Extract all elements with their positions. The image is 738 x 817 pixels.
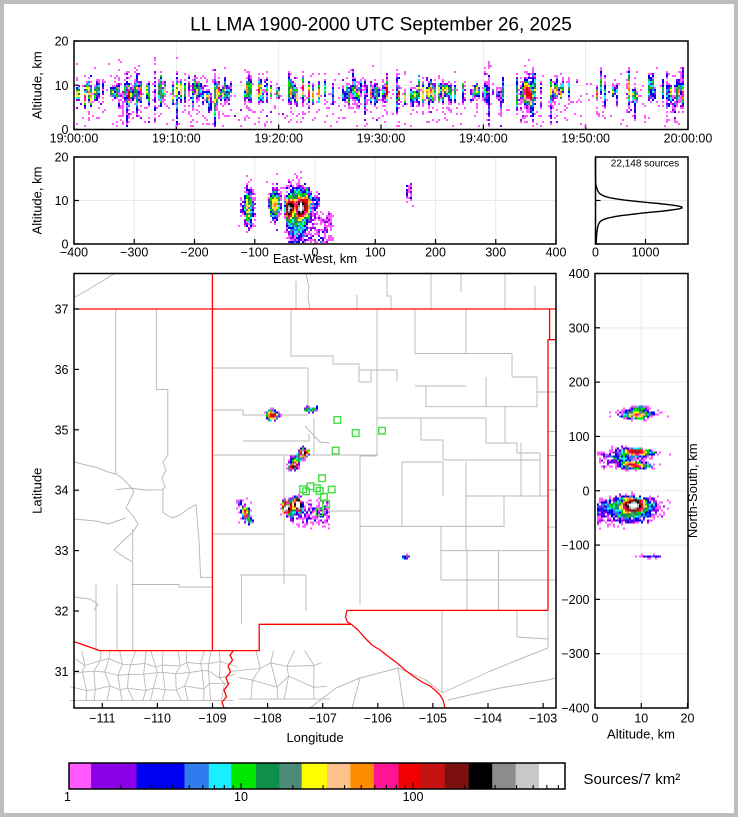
svg-text:−300: −300 <box>561 647 589 661</box>
svg-text:−109: −109 <box>198 712 226 726</box>
svg-text:10: 10 <box>55 194 69 208</box>
svg-text:0: 0 <box>592 246 599 260</box>
svg-text:19:40:00: 19:40:00 <box>459 132 508 146</box>
svg-text:19:00:00: 19:00:00 <box>50 132 99 146</box>
svg-text:22,148 sources: 22,148 sources <box>611 159 679 170</box>
svg-text:100: 100 <box>365 246 386 260</box>
svg-text:−400: −400 <box>60 246 88 260</box>
svg-text:−110: −110 <box>144 712 171 726</box>
svg-text:−100: −100 <box>241 246 269 260</box>
svg-text:−107: −107 <box>309 712 337 726</box>
svg-text:20: 20 <box>681 712 695 726</box>
svg-text:North-South, km: North-South, km <box>685 443 700 538</box>
svg-text:0: 0 <box>62 238 69 252</box>
svg-text:10: 10 <box>55 79 69 93</box>
svg-text:1000: 1000 <box>632 246 660 260</box>
svg-text:32: 32 <box>55 605 69 619</box>
svg-text:0: 0 <box>583 484 590 498</box>
svg-text:Latitude: Latitude <box>30 468 45 514</box>
svg-text:10: 10 <box>234 790 248 804</box>
svg-text:37: 37 <box>55 303 69 317</box>
svg-text:−103: −103 <box>529 712 557 726</box>
svg-text:20: 20 <box>55 35 69 49</box>
svg-text:31: 31 <box>55 665 69 679</box>
svg-text:Altitude, km: Altitude, km <box>607 727 675 742</box>
svg-text:20:00:00: 20:00:00 <box>664 132 713 146</box>
svg-text:−108: −108 <box>254 712 282 726</box>
svg-text:19:50:00: 19:50:00 <box>561 132 610 146</box>
svg-text:1: 1 <box>64 790 71 804</box>
svg-text:LL LMA 1900-2000 UTC September: LL LMA 1900-2000 UTC September 26, 2025 <box>190 15 572 36</box>
svg-text:Sources/7 km²: Sources/7 km² <box>584 771 681 788</box>
svg-text:0: 0 <box>62 123 69 137</box>
svg-text:400: 400 <box>546 246 567 260</box>
svg-text:100: 100 <box>403 790 424 804</box>
svg-text:200: 200 <box>425 246 446 260</box>
svg-text:−100: −100 <box>561 539 589 553</box>
svg-text:20: 20 <box>55 151 69 165</box>
svg-text:36: 36 <box>55 363 69 377</box>
svg-text:−200: −200 <box>561 593 589 607</box>
svg-text:Altitude, km: Altitude, km <box>30 167 45 235</box>
svg-text:−105: −105 <box>419 712 447 726</box>
svg-text:300: 300 <box>485 246 506 260</box>
svg-text:33: 33 <box>55 544 69 558</box>
svg-text:19:20:00: 19:20:00 <box>254 132 303 146</box>
svg-text:10: 10 <box>634 712 648 726</box>
svg-text:400: 400 <box>569 267 590 281</box>
svg-text:−200: −200 <box>180 246 208 260</box>
svg-text:−400: −400 <box>561 702 589 716</box>
svg-text:East-West, km: East-West, km <box>273 251 357 266</box>
svg-text:34: 34 <box>55 484 69 498</box>
svg-text:−106: −106 <box>364 712 392 726</box>
svg-text:19:10:00: 19:10:00 <box>152 132 201 146</box>
svg-text:19:30:00: 19:30:00 <box>357 132 406 146</box>
svg-text:−104: −104 <box>474 712 502 726</box>
svg-text:Longitude: Longitude <box>286 730 343 745</box>
svg-text:200: 200 <box>569 376 590 390</box>
svg-text:300: 300 <box>569 321 590 335</box>
svg-text:0: 0 <box>592 712 599 726</box>
svg-text:−300: −300 <box>120 246 148 260</box>
svg-text:35: 35 <box>55 423 69 437</box>
svg-text:100: 100 <box>569 430 590 444</box>
svg-text:0: 0 <box>312 246 319 260</box>
svg-text:−111: −111 <box>89 712 115 726</box>
svg-text:Altitude, km: Altitude, km <box>30 51 45 119</box>
